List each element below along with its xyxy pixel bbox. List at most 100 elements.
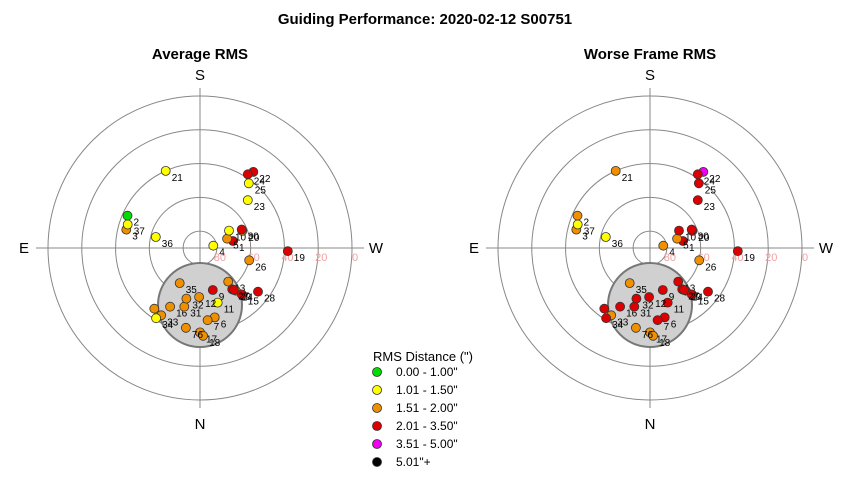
altitude-tick-label: 80 [664, 252, 676, 264]
point-marker-76 [631, 322, 641, 333]
point-marker-36 [600, 232, 611, 242]
point-marker-13 [673, 276, 684, 287]
point-marker-28 [703, 286, 713, 297]
point-marker-25 [693, 178, 704, 189]
point-label-31: 31 [640, 309, 652, 320]
direction-right: W [369, 240, 384, 257]
point-marker-21 [160, 165, 171, 176]
point-marker-24 [692, 169, 703, 180]
point-label-34: 34 [612, 320, 624, 331]
point-label-14: 14 [692, 293, 704, 304]
point-label-23: 23 [254, 202, 266, 213]
point-marker-11 [662, 297, 673, 308]
point-label-12: 12 [205, 299, 217, 310]
legend-label: 5.01"+ [396, 455, 431, 469]
point-marker-30 [236, 224, 247, 235]
legend-title: RMS Distance (") [373, 349, 473, 364]
point-label-28: 28 [264, 294, 276, 305]
polar-plot-1: Average RMSSNEW8060402001234567891011121… [19, 46, 384, 433]
point-marker-11 [212, 297, 223, 308]
point-marker-5 [672, 233, 682, 244]
point-marker-29 [679, 285, 689, 295]
point-label-33: 33 [167, 317, 179, 328]
direction-left: E [19, 240, 29, 257]
point-label-5: 5 [683, 241, 689, 252]
point-marker-18 [648, 330, 658, 341]
point-marker-35 [624, 278, 635, 289]
point-label-20: 20 [698, 233, 710, 244]
point-label-7: 7 [214, 322, 220, 333]
point-label-2: 2 [584, 218, 590, 229]
point-label-25: 25 [255, 185, 267, 196]
point-label-1: 1 [239, 243, 245, 254]
point-marker-15 [236, 289, 247, 300]
point-label-12: 12 [655, 299, 667, 310]
point-label-31: 31 [190, 309, 202, 320]
point-label-27: 27 [688, 291, 700, 302]
point-label-29: 29 [690, 292, 702, 303]
point-marker-12 [194, 292, 205, 302]
polar-plots: Average RMSSNEW8060402001234567891011121… [19, 46, 834, 433]
point-marker-34 [601, 313, 611, 324]
direction-top: S [645, 67, 655, 84]
point-label-29: 29 [240, 292, 252, 303]
direction-right: W [819, 240, 834, 257]
point-label-35: 35 [636, 285, 648, 296]
point-label-23: 23 [704, 202, 716, 213]
point-marker-2 [122, 210, 133, 221]
point-label-33: 33 [617, 317, 629, 328]
point-marker-30 [686, 224, 697, 235]
point-marker-26 [244, 255, 255, 266]
point-label-16: 16 [176, 309, 188, 320]
point-label-24: 24 [254, 176, 266, 187]
point-marker-8 [149, 303, 160, 314]
altitude-tick-label: 20 [315, 252, 327, 264]
point-marker-15 [686, 289, 697, 300]
altitude-tick-label: 80 [214, 252, 226, 264]
legend-swatch [372, 403, 382, 413]
point-marker-76 [180, 322, 191, 333]
point-label-25: 25 [705, 185, 717, 196]
point-marker-34 [151, 313, 162, 324]
point-label-1: 1 [689, 243, 695, 254]
point-marker-18 [198, 330, 209, 341]
legend-label: 1.01 - 1.50" [396, 383, 458, 397]
point-marker-29 [229, 285, 239, 295]
point-label-37: 37 [134, 227, 146, 238]
point-marker-23 [692, 195, 703, 206]
point-marker-8 [599, 303, 610, 314]
data-points: 1234567891011121314151617181920212223242… [571, 165, 755, 349]
point-label-3: 3 [582, 232, 588, 243]
point-label-34: 34 [162, 320, 174, 331]
legend-swatch [372, 421, 382, 431]
point-label-76: 76 [192, 330, 204, 341]
legend-label: 3.51 - 5.00" [396, 437, 458, 451]
altitude-tick-label: 0 [352, 252, 358, 264]
point-marker-19 [282, 246, 293, 257]
point-label-17: 17 [656, 334, 668, 345]
point-marker-37 [122, 219, 133, 230]
point-label-11: 11 [674, 305, 685, 316]
data-points: 1234567891011121314151617181920212223242… [121, 165, 306, 349]
point-label-10: 10 [685, 233, 697, 244]
point-label-27: 27 [238, 291, 250, 302]
point-marker-28 [253, 286, 263, 297]
point-label-18: 18 [209, 338, 221, 349]
point-label-30: 30 [248, 232, 260, 243]
point-label-3: 3 [132, 232, 138, 243]
legend-label: 1.51 - 2.00" [396, 401, 458, 415]
point-label-15: 15 [698, 296, 710, 307]
legend-label: 2.01 - 3.50" [396, 419, 458, 433]
point-label-9: 9 [669, 292, 675, 303]
point-marker-35 [174, 278, 185, 289]
point-marker-5 [222, 233, 233, 244]
legend-label: 0.00 - 1.00" [396, 365, 458, 379]
point-label-15: 15 [248, 296, 260, 307]
point-label-17: 17 [206, 334, 218, 345]
point-label-14: 14 [242, 293, 254, 304]
point-label-19: 19 [294, 253, 306, 264]
point-label-32: 32 [192, 301, 204, 312]
legend: RMS Distance (")0.00 - 1.00" 1.01 - 1.50"… [372, 349, 473, 469]
point-label-5: 5 [233, 241, 239, 252]
